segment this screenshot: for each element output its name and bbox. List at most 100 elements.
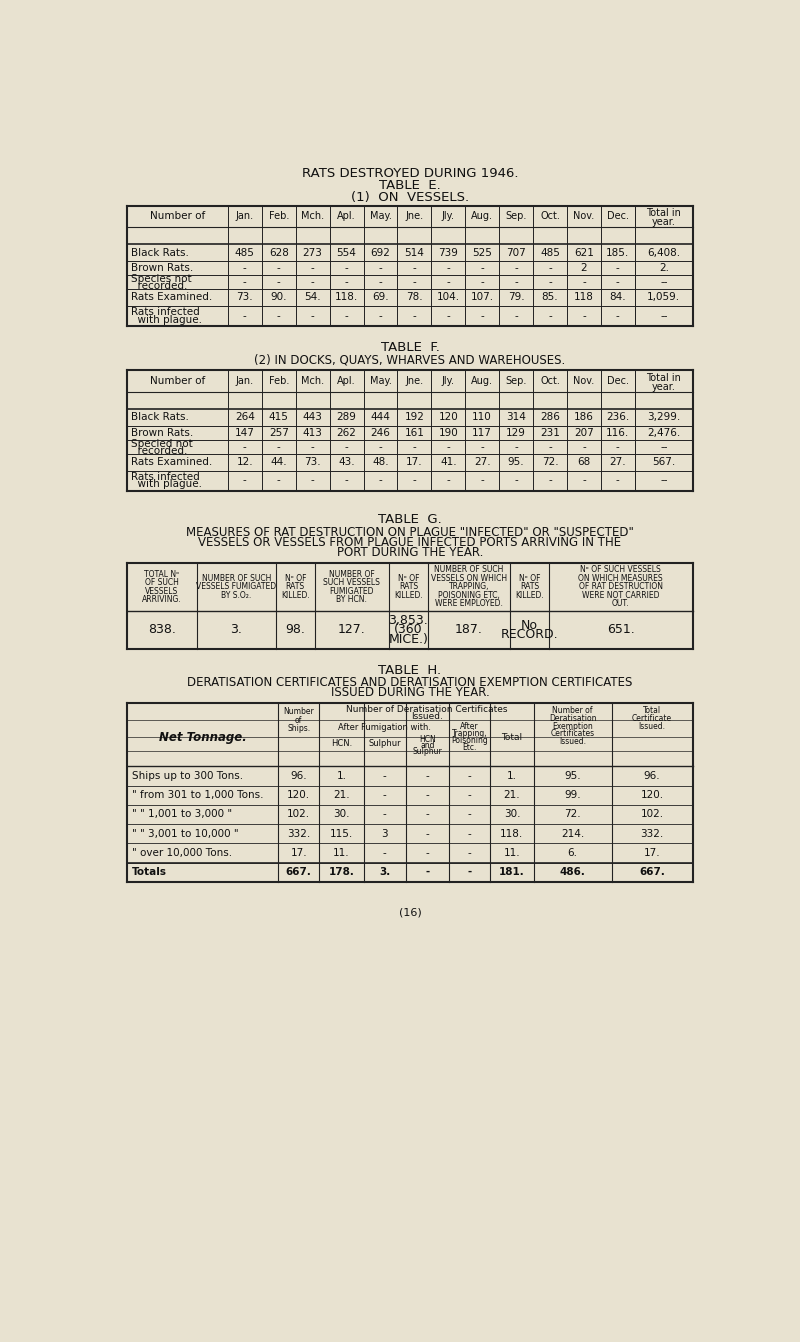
Text: Poisoning: Poisoning (451, 735, 488, 745)
Text: Sep.: Sep. (506, 212, 526, 221)
Text: 6,408.: 6,408. (647, 248, 680, 258)
Text: 68: 68 (578, 458, 590, 467)
Text: ARRIVING.: ARRIVING. (142, 595, 182, 604)
Text: NUMBER OF: NUMBER OF (329, 569, 374, 578)
Text: -: - (582, 475, 586, 486)
Text: 264: 264 (235, 412, 254, 423)
Text: 413: 413 (302, 428, 322, 437)
Text: 129: 129 (506, 428, 526, 437)
Text: 3.: 3. (379, 867, 390, 878)
Text: -: - (426, 867, 430, 878)
Text: 21.: 21. (504, 790, 520, 800)
Text: 118.: 118. (500, 828, 523, 839)
Text: Rats infected: Rats infected (131, 307, 200, 317)
Text: with plague.: with plague. (131, 479, 202, 490)
Text: -: - (480, 263, 484, 272)
Text: 95.: 95. (565, 770, 581, 781)
Text: 257: 257 (269, 428, 289, 437)
Text: year.: year. (652, 217, 676, 227)
Text: Net Tonnage.: Net Tonnage. (159, 731, 246, 745)
Text: 181.: 181. (499, 867, 525, 878)
Text: 332.: 332. (641, 828, 664, 839)
Text: -: - (426, 809, 430, 820)
Text: --: -- (660, 311, 667, 321)
Text: 246: 246 (370, 428, 390, 437)
Text: Ships.: Ships. (287, 725, 310, 733)
Text: Jly.: Jly. (442, 212, 454, 221)
Text: -: - (467, 848, 471, 858)
Text: 838.: 838. (148, 624, 176, 636)
Text: FUMIGATED: FUMIGATED (330, 586, 374, 596)
Text: 72.: 72. (565, 809, 581, 820)
Text: RATS: RATS (399, 582, 418, 592)
Text: 110: 110 (472, 412, 492, 423)
Text: (360: (360 (394, 624, 422, 636)
Text: -: - (514, 442, 518, 452)
Text: -: - (548, 263, 552, 272)
Text: Total: Total (643, 706, 662, 715)
Text: -: - (514, 276, 518, 287)
Text: and: and (420, 741, 434, 750)
Text: -: - (413, 276, 416, 287)
Text: 3: 3 (382, 828, 388, 839)
Text: -: - (616, 263, 620, 272)
Text: -: - (467, 809, 471, 820)
Text: Feb.: Feb. (269, 376, 289, 386)
Text: -: - (480, 276, 484, 287)
Text: 54.: 54. (304, 293, 321, 302)
Text: -: - (548, 442, 552, 452)
Text: 628: 628 (269, 248, 289, 258)
Text: -: - (426, 770, 430, 781)
Text: 273: 273 (302, 248, 322, 258)
Text: 236.: 236. (606, 412, 630, 423)
Text: 73.: 73. (304, 458, 321, 467)
Text: -: - (582, 442, 586, 452)
Text: 41.: 41. (440, 458, 457, 467)
Text: After Fumigation with.: After Fumigation with. (338, 723, 430, 733)
Text: 69.: 69. (372, 293, 389, 302)
Text: OF SUCH: OF SUCH (145, 578, 179, 586)
Text: NUMBER OF SUCH: NUMBER OF SUCH (202, 574, 271, 582)
Text: 567.: 567. (652, 458, 675, 467)
Text: 1.: 1. (337, 770, 346, 781)
Text: -: - (480, 442, 484, 452)
Text: --: -- (660, 475, 667, 486)
Text: -: - (345, 311, 349, 321)
Text: Brown Rats.: Brown Rats. (131, 428, 194, 437)
Text: 73.: 73. (237, 293, 253, 302)
Text: TABLE  E.: TABLE E. (379, 180, 441, 192)
Text: 621: 621 (574, 248, 594, 258)
Text: 127.: 127. (338, 624, 366, 636)
Text: VESSELS FUMIGATED: VESSELS FUMIGATED (196, 582, 277, 592)
Text: RATS DESTROYED DURING 1946.: RATS DESTROYED DURING 1946. (302, 166, 518, 180)
Text: 262: 262 (337, 428, 357, 437)
Text: -: - (277, 276, 281, 287)
Text: HCN: HCN (419, 735, 436, 743)
Text: 314: 314 (506, 412, 526, 423)
Text: -: - (426, 848, 430, 858)
Text: Jan.: Jan. (236, 212, 254, 221)
Text: Number of Deratisation Certificates: Number of Deratisation Certificates (346, 705, 507, 714)
Text: 117: 117 (472, 428, 492, 437)
Text: Number: Number (283, 707, 314, 717)
Text: 444: 444 (370, 412, 390, 423)
Text: -: - (413, 442, 416, 452)
Text: HCN.: HCN. (330, 738, 352, 747)
Text: 104.: 104. (437, 293, 460, 302)
Text: -: - (345, 475, 349, 486)
Text: 85.: 85. (542, 293, 558, 302)
Text: -: - (277, 475, 281, 486)
Text: Number of: Number of (553, 706, 593, 715)
Text: Rats infected: Rats infected (131, 472, 200, 482)
Text: 147: 147 (235, 428, 254, 437)
Text: Sulphur: Sulphur (369, 738, 401, 747)
Text: 707: 707 (506, 248, 526, 258)
Text: RECORD.: RECORD. (501, 628, 558, 641)
Text: 27.: 27. (610, 458, 626, 467)
Text: 6.: 6. (568, 848, 578, 858)
Text: 115.: 115. (330, 828, 353, 839)
Text: 514: 514 (405, 248, 424, 258)
Text: 11.: 11. (333, 848, 350, 858)
Text: May.: May. (370, 376, 391, 386)
Text: " " 3,001 to 10,000 ": " " 3,001 to 10,000 " (132, 828, 238, 839)
